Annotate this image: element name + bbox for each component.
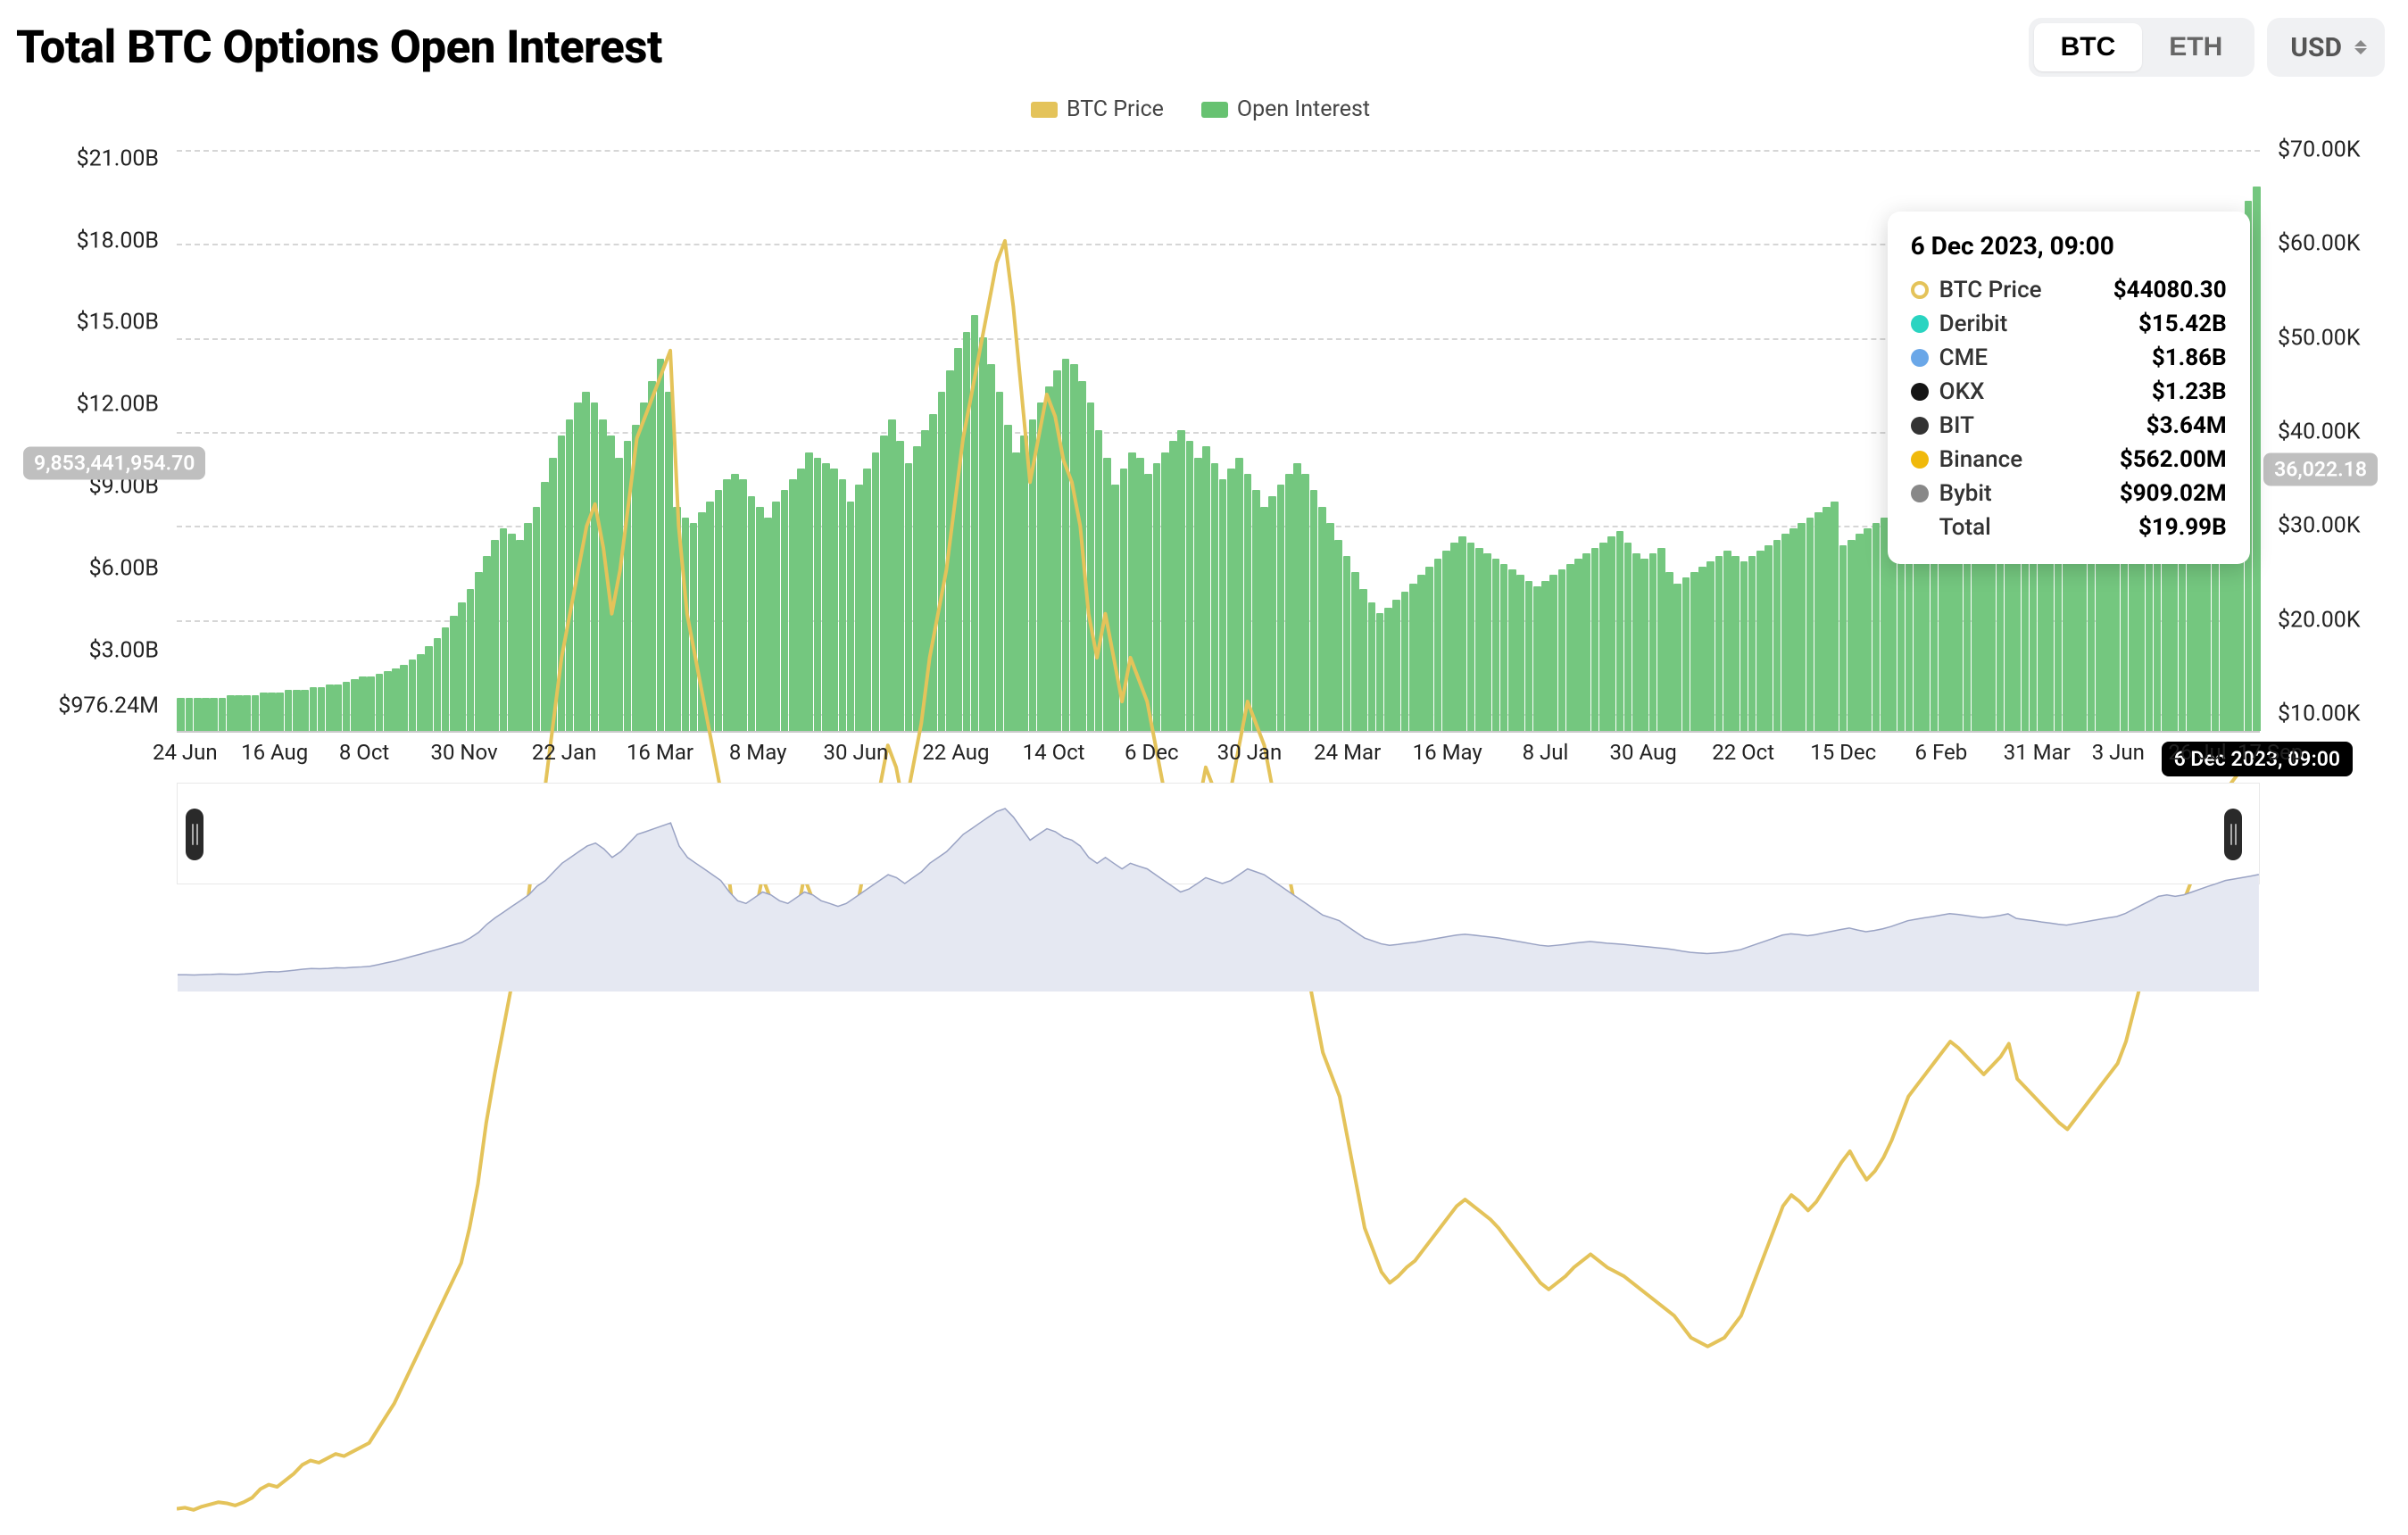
- x-tick: 22 Jan: [532, 740, 596, 765]
- header-row: Total BTC Options Open Interest BTC ETH …: [16, 18, 2385, 89]
- currency-label: USD: [2290, 32, 2342, 63]
- tooltip-timestamp: 6 Dec 2023, 09:00: [1911, 231, 2227, 261]
- y-right-tick: $50.00K: [2278, 325, 2361, 351]
- y-right-tick: $70.00K: [2278, 137, 2361, 163]
- y-left-tick: $3.00B: [89, 638, 159, 664]
- tooltip-row: OKX $1.23B: [1911, 375, 2227, 409]
- series-dot-icon: [1911, 451, 1929, 469]
- tooltip-row-label: Binance: [1939, 446, 2023, 473]
- series-dot-icon: [1911, 417, 1929, 435]
- y-right-tick: $60.00K: [2278, 231, 2361, 257]
- series-dot-icon: [1911, 281, 1929, 299]
- tooltip-row-value: $562.00M: [2120, 446, 2227, 473]
- x-tick: 8 May: [729, 740, 787, 765]
- x-axis: 24 Jun16 Aug8 Oct30 Nov22 Jan16 Mar8 May…: [177, 734, 2260, 774]
- tooltip-row-value: $1.86B: [2152, 344, 2227, 371]
- x-tick: 8 Oct: [339, 740, 389, 765]
- tooltip: 6 Dec 2023, 09:00 BTC Price $44080.30 Deri…: [1888, 212, 2250, 564]
- y-axis-right: $10.00K $20.00K $30.00K $40.00K $50.00K $60.0…: [2269, 131, 2385, 733]
- x-tick: 24 Mar: [1314, 740, 1381, 765]
- navigator[interactable]: [177, 783, 2260, 884]
- x-tick: 22 Aug: [922, 740, 989, 765]
- x-tick: 30 Aug: [1610, 740, 1677, 765]
- tooltip-total-row: Total $19.99B: [1911, 510, 2227, 544]
- y-left-tick: $976.24M: [58, 693, 159, 719]
- tooltip-total-label: Total: [1939, 514, 1991, 541]
- tooltip-row-value: $3.64M: [2146, 412, 2227, 439]
- x-tick: 30 Jun: [824, 740, 889, 765]
- legend: BTC Price Open Interest: [16, 89, 2385, 131]
- y-left-tick: $18.00B: [77, 228, 159, 253]
- y-left-tick: $21.00B: [77, 145, 159, 171]
- tooltip-row-value: $44080.30: [2113, 277, 2227, 303]
- x-tick: 31 Mar: [2004, 740, 2071, 765]
- y-left-tick: $15.00B: [77, 310, 159, 336]
- tooltip-total-value: $19.99B: [2138, 514, 2227, 541]
- y-axis-left: $976.24M$3.00B$6.00B$9.00B$12.00B$15.00B…: [16, 131, 168, 733]
- tooltip-row-label: Deribit: [1939, 311, 2008, 337]
- legend-oi-label: Open Interest: [1237, 96, 1370, 122]
- nav-handle-left[interactable]: [186, 809, 203, 860]
- tooltip-row-label: OKX: [1939, 378, 1985, 405]
- swatch-icon: [1201, 102, 1228, 118]
- legend-price-label: BTC Price: [1067, 96, 1164, 122]
- crosshair-left-badge: 9,853,441,954.70: [23, 447, 205, 480]
- y-right-tick: $20.00K: [2278, 607, 2361, 633]
- x-tick: 16 Aug: [241, 740, 308, 765]
- tooltip-row-value: $909.02M: [2120, 480, 2227, 507]
- series-dot-icon: [1911, 485, 1929, 502]
- legend-oi[interactable]: Open Interest: [1201, 96, 1370, 122]
- y-right-tick: $40.00K: [2278, 419, 2361, 445]
- swatch-icon: [1031, 102, 1058, 118]
- tooltip-rows: BTC Price $44080.30 Deribit $15.42B CME $1.86…: [1911, 273, 2227, 510]
- x-tick: 3 Jun: [2092, 740, 2145, 765]
- tooltip-row: CME $1.86B: [1911, 341, 2227, 375]
- tooltip-row: Binance $562.00M: [1911, 443, 2227, 477]
- asset-toggle: BTC ETH: [2029, 18, 2255, 77]
- x-tick: 14 Oct: [1023, 740, 1085, 765]
- tooltip-row-label: BIT: [1939, 412, 1974, 439]
- x-tick: 8 Jul: [1523, 740, 1569, 765]
- tooltip-row: BIT $3.64M: [1911, 409, 2227, 443]
- crosshair-right-badge: 36,022.18: [2263, 452, 2378, 485]
- y-left-tick: $12.00B: [77, 392, 159, 418]
- legend-price[interactable]: BTC Price: [1031, 96, 1164, 122]
- x-tick: 30 Jan: [1217, 740, 1282, 765]
- x-tick: 6 Dec: [1125, 740, 1178, 765]
- tooltip-row-label: BTC Price: [1939, 277, 2042, 303]
- x-tick: 6 Feb: [1915, 740, 1968, 765]
- controls: BTC ETH USD: [2029, 18, 2385, 77]
- tooltip-row-value: $15.42B: [2138, 311, 2227, 337]
- nav-handle-right[interactable]: [2224, 809, 2242, 860]
- eth-toggle-button[interactable]: ETH: [2142, 23, 2249, 71]
- x-tick: 16 Mar: [627, 740, 693, 765]
- x-tick: 15 Dec: [1810, 740, 1876, 765]
- currency-select[interactable]: USD: [2267, 18, 2385, 77]
- navigator-area: [178, 784, 2259, 992]
- x-tick: 26 Jul: [2168, 740, 2226, 765]
- btc-toggle-button[interactable]: BTC: [2034, 23, 2143, 71]
- series-dot-icon: [1911, 315, 1929, 333]
- x-tick: 16 May: [1413, 740, 1482, 765]
- series-dot-icon: [1911, 383, 1929, 401]
- tooltip-row-label: CME: [1939, 344, 1988, 371]
- chart-container: Total BTC Options Open Interest BTC ETH …: [0, 0, 2408, 944]
- y-right-tick: $30.00K: [2278, 513, 2361, 539]
- x-tick: 17 Sep: [2238, 740, 2303, 765]
- series-dot-icon: [1911, 349, 1929, 367]
- chevron-updown-icon: [2354, 40, 2367, 54]
- tooltip-row: Deribit $15.42B: [1911, 307, 2227, 341]
- chart-area: $976.24M$3.00B$6.00B$9.00B$12.00B$15.00B…: [16, 131, 2385, 774]
- tooltip-row: Bybit $909.02M: [1911, 477, 2227, 510]
- x-tick: 24 Jun: [153, 740, 218, 765]
- page-title: Total BTC Options Open Interest: [16, 21, 662, 74]
- tooltip-row: BTC Price $44080.30: [1911, 273, 2227, 307]
- y-left-tick: $6.00B: [89, 556, 159, 582]
- tooltip-row-value: $1.23B: [2152, 378, 2227, 405]
- y-right-tick: $10.00K: [2278, 701, 2361, 726]
- x-tick: 22 Oct: [1712, 740, 1774, 765]
- x-tick: 30 Nov: [430, 740, 497, 765]
- tooltip-row-label: Bybit: [1939, 480, 1992, 507]
